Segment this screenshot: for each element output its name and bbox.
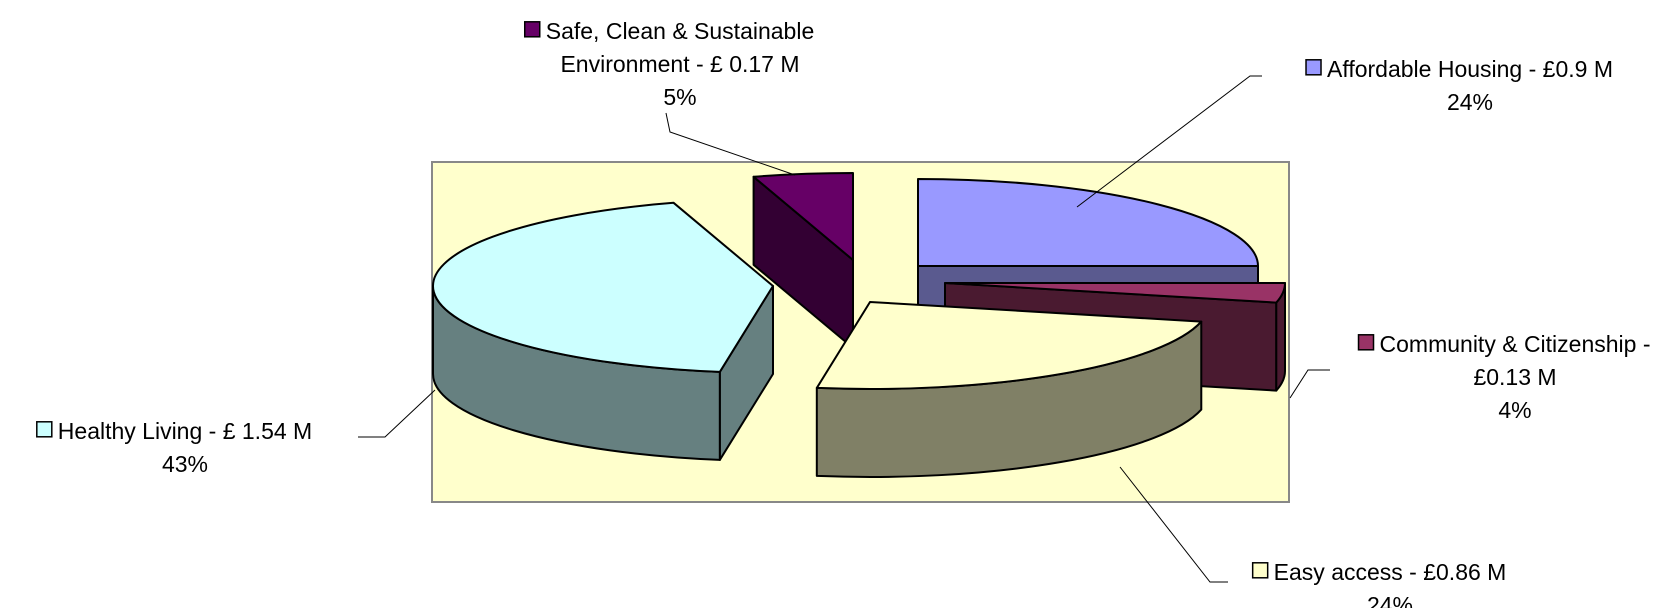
- data-label-text: Affordable Housing - £0.9 M: [1327, 56, 1613, 82]
- data-label-text: Community & Citizenship -: [1380, 331, 1651, 357]
- data-label-percent: 24%: [1447, 89, 1493, 115]
- slice-top-housing: [917, 178, 1259, 267]
- data-label-text: £0.13 M: [1473, 364, 1556, 390]
- data-label-text: Safe, Clean & Sustainable: [546, 18, 815, 44]
- legend-key-community: [1357, 334, 1375, 351]
- slice-top-access: [815, 301, 1203, 390]
- leader-line-access: [1119, 466, 1228, 583]
- data-label-housing: Affordable Housing - £0.9 M 24%: [1305, 56, 1613, 115]
- data-label-percent: 24%: [1367, 592, 1413, 608]
- slice-healthy: [432, 201, 774, 461]
- leader-line-housing: [1076, 75, 1262, 208]
- data-label-community: Community & Citizenship - £0.13 M 4%: [1357, 331, 1651, 423]
- legend-key-safe: [523, 21, 541, 38]
- data-label-text: Easy access - £0.86 M: [1274, 559, 1507, 585]
- legend-key-access: [1251, 562, 1269, 579]
- slice-top-healthy: [432, 201, 774, 373]
- leader-line-safe: [665, 112, 796, 176]
- data-label-healthy: Healthy Living - £ 1.54 M 43%: [36, 418, 312, 477]
- slice-top-safe: [752, 172, 854, 261]
- pie-slices: [432, 172, 1286, 478]
- data-label-text: Healthy Living - £ 1.54 M: [58, 418, 312, 444]
- data-label-text: Environment - £ 0.17 M: [560, 51, 799, 77]
- slice-safe: [752, 172, 854, 349]
- data-label-percent: 4%: [1498, 397, 1531, 423]
- data-labels: Affordable Housing - £0.9 M 24% Community …: [36, 18, 1651, 608]
- leader-lines: [358, 75, 1330, 583]
- data-label-safe: Safe, Clean & Sustainable Environment - £…: [523, 18, 815, 110]
- leader-line-healthy: [358, 389, 436, 438]
- data-label-percent: 43%: [162, 451, 208, 477]
- slice-access: [815, 301, 1203, 478]
- slice-top-community: [944, 282, 1286, 304]
- legend-key-healthy: [36, 421, 53, 438]
- legend-key-housing: [1305, 59, 1322, 76]
- data-label-access: Easy access - £0.86 M 24%: [1251, 559, 1507, 608]
- leader-line-community: [1289, 369, 1330, 399]
- data-label-percent: 5%: [663, 84, 696, 110]
